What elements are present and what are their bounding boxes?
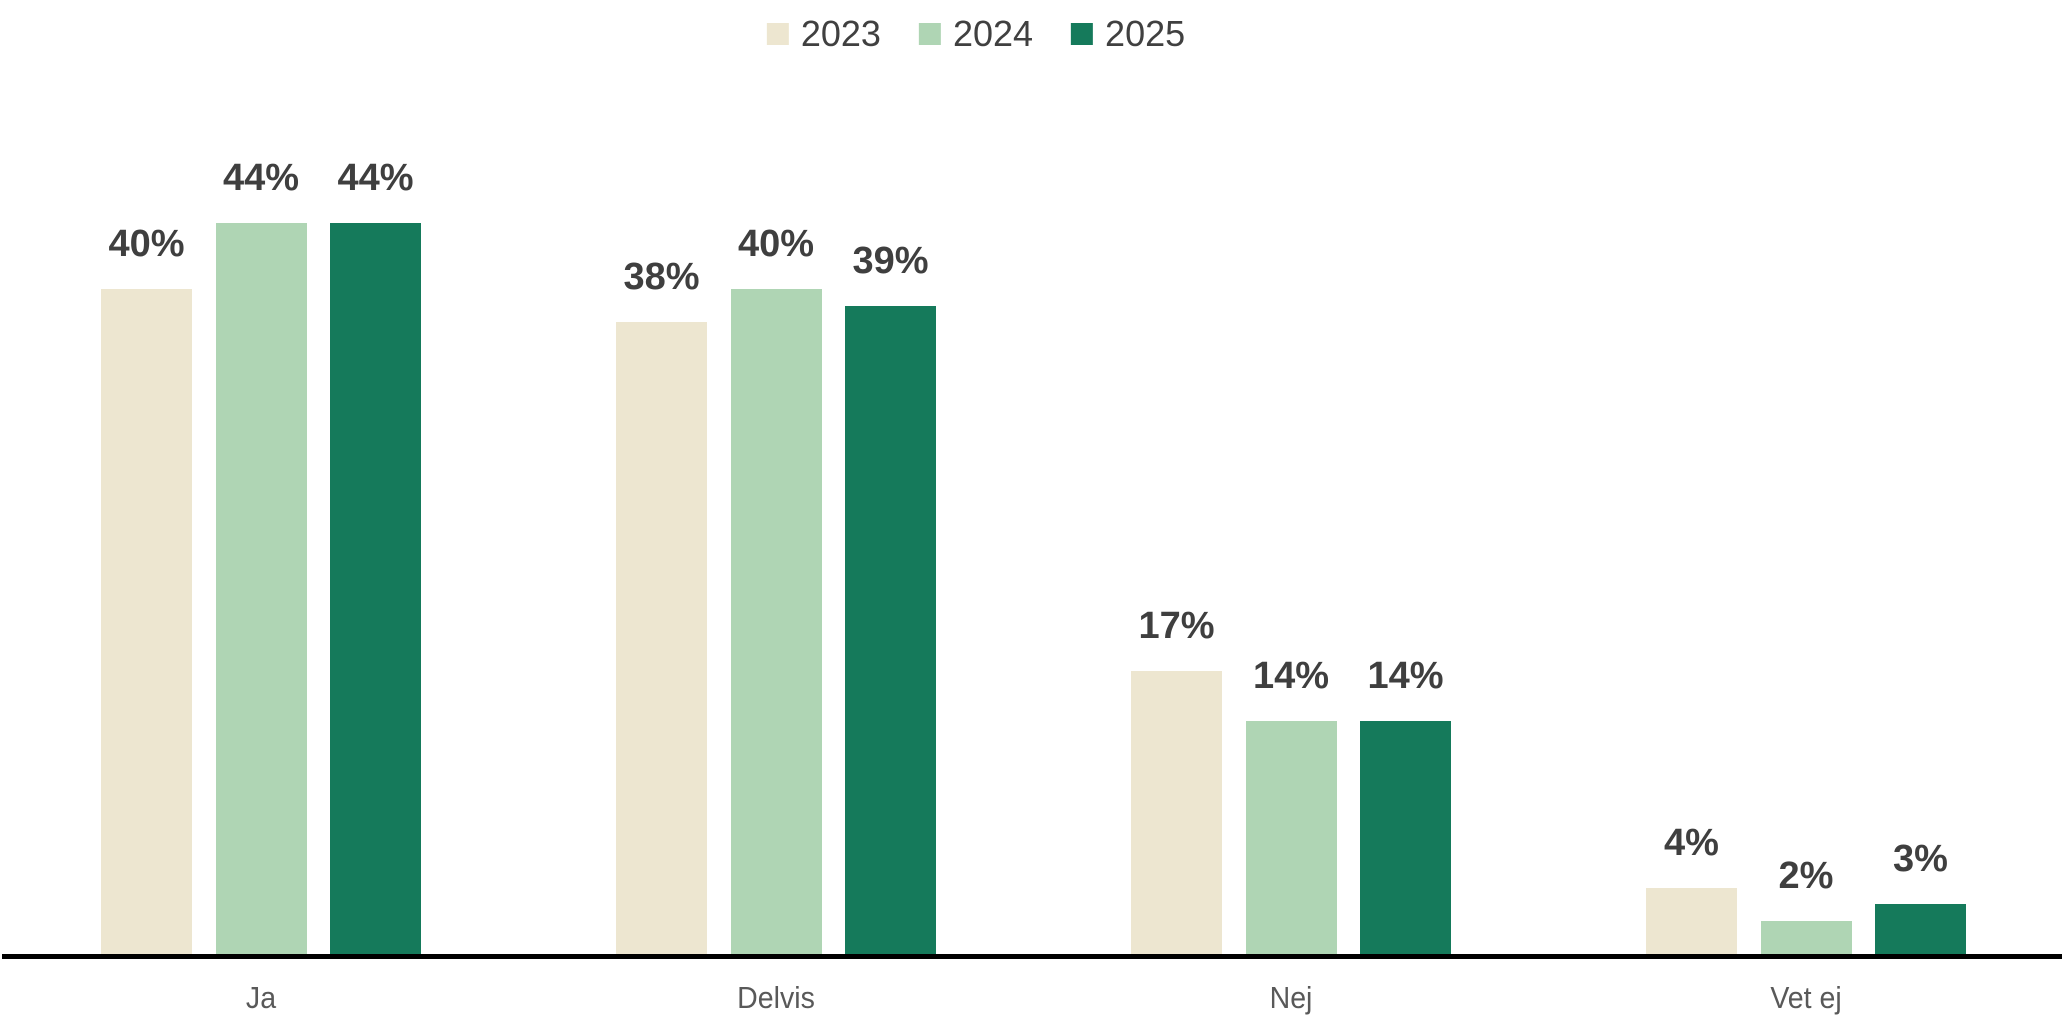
legend-swatch-2025: [1071, 23, 1094, 45]
value-label: 38%: [623, 256, 700, 299]
bar-vet-ej-2024: [1760, 920, 1852, 954]
legend-item-2024: 2024: [918, 13, 1034, 54]
value-label: 4%: [1664, 821, 1719, 864]
legend-label: 2025: [1105, 13, 1186, 54]
value-label: 40%: [108, 223, 185, 266]
value-label: 44%: [337, 156, 414, 199]
legend-label: 2024: [952, 13, 1034, 54]
bar-delvis-2024: [730, 289, 822, 954]
category-label: Ja: [245, 980, 277, 1015]
value-label: 40%: [737, 223, 815, 266]
value-label: 44%: [222, 156, 300, 199]
bar-vet-ej-2023: [1646, 887, 1737, 954]
legend-item-2025: 2025: [1071, 16, 1185, 52]
category-label: Delvis: [737, 980, 815, 1015]
value-label: 14%: [1252, 655, 1330, 698]
bar-ja-2024: [215, 222, 307, 954]
bar-nej-2023: [1131, 671, 1222, 954]
bar-vet-ej-2025: [1875, 904, 1966, 954]
bar-delvis-2025: [845, 305, 936, 954]
value-label: 3%: [1893, 838, 1948, 881]
category-label: Vet ej: [1770, 980, 1842, 1015]
bar-ja-2025: [330, 222, 421, 954]
bar-ja-2023: [101, 289, 192, 954]
category-label: Nej: [1269, 980, 1313, 1015]
legend-label: 2023: [800, 13, 881, 54]
legend-swatch-2023: [766, 23, 789, 45]
value-label: 2%: [1778, 854, 1834, 897]
value-label: 39%: [852, 239, 929, 282]
bar-delvis-2023: [616, 322, 707, 954]
legend-swatch-2024: [918, 23, 941, 45]
x-axis-line: [2, 954, 2062, 959]
value-label: 14%: [1367, 655, 1444, 698]
value-label: 17%: [1138, 605, 1215, 648]
bar-nej-2025: [1360, 721, 1451, 954]
legend-item-2023: 2023: [766, 13, 881, 54]
bar-nej-2024: [1245, 721, 1337, 954]
legend: 2023 2024 2025: [766, 13, 1185, 54]
